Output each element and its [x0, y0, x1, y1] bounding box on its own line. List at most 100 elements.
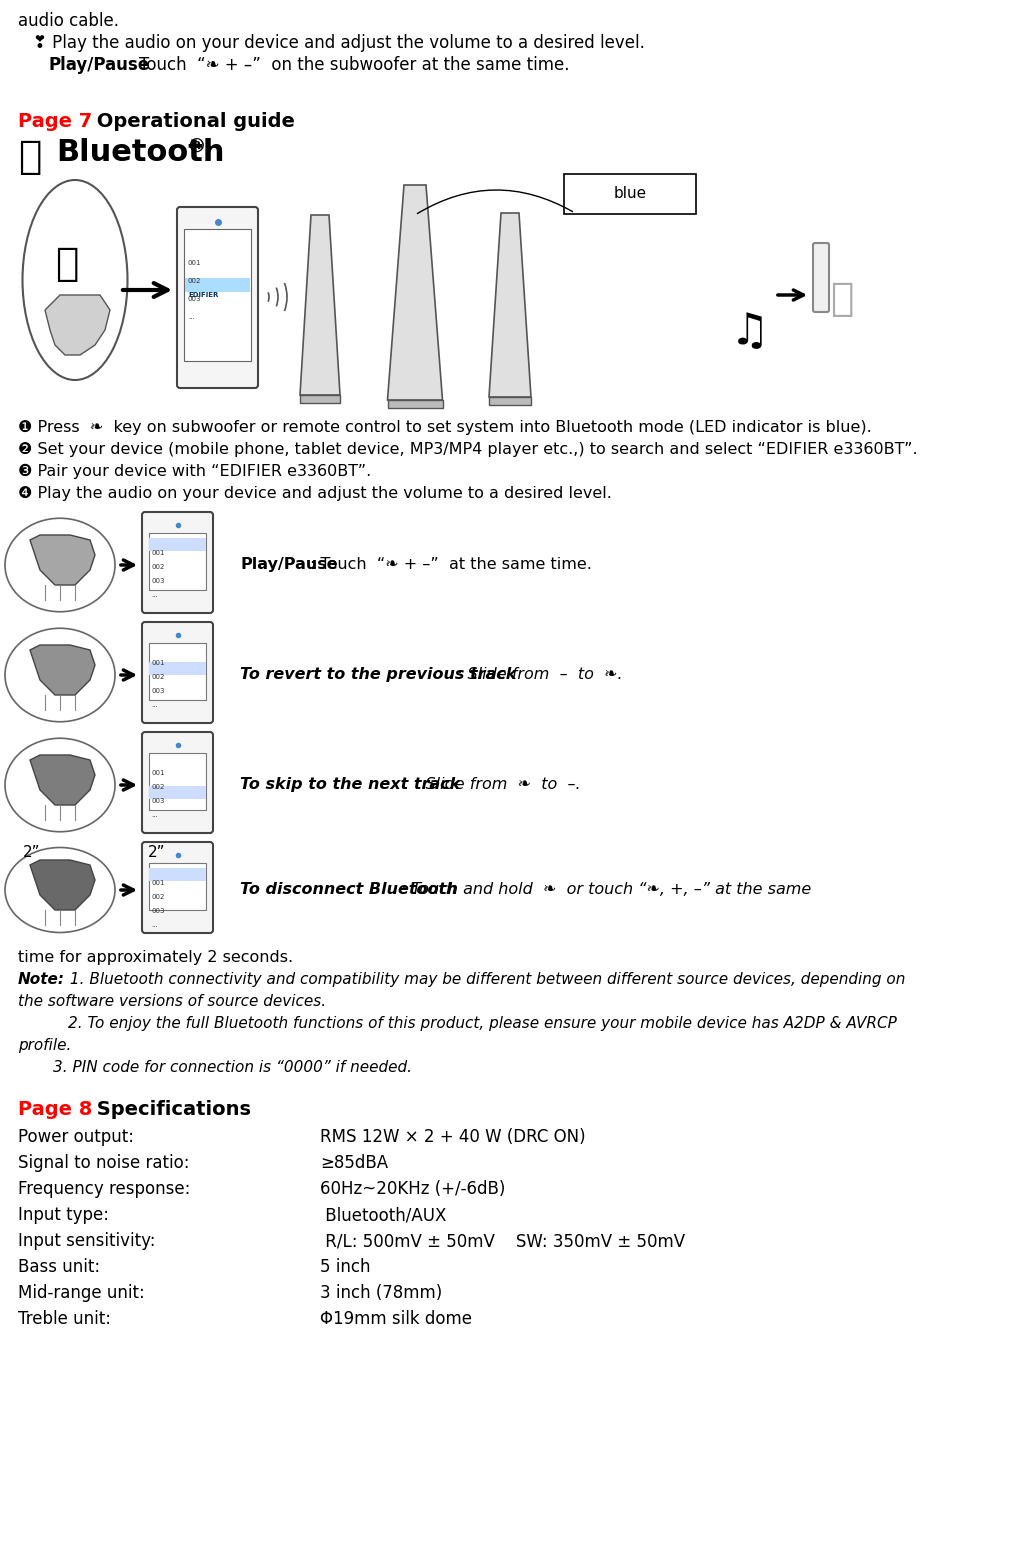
- Text: ...: ...: [151, 701, 157, 708]
- Text: 2”: 2”: [148, 845, 166, 861]
- Text: ♫: ♫: [730, 311, 770, 352]
- Text: Bluetooth/AUX: Bluetooth/AUX: [320, 1207, 446, 1224]
- Text: ❸ Pair your device with “EDIFIER e3360BT”.: ❸ Pair your device with “EDIFIER e3360BT…: [18, 464, 372, 479]
- FancyBboxPatch shape: [489, 397, 531, 405]
- Text: 003: 003: [188, 297, 202, 301]
- Text: 001: 001: [151, 881, 165, 885]
- Text: To skip to the next track: To skip to the next track: [240, 777, 461, 793]
- Text: 001: 001: [151, 550, 165, 556]
- Text: 5 inch: 5 inch: [320, 1258, 371, 1276]
- Text: 001: 001: [151, 769, 165, 776]
- Text: ⦿: ⦿: [18, 138, 41, 176]
- Polygon shape: [45, 295, 110, 355]
- Text: 2”: 2”: [23, 845, 40, 861]
- FancyBboxPatch shape: [185, 278, 250, 292]
- FancyBboxPatch shape: [177, 207, 258, 388]
- Polygon shape: [30, 644, 95, 695]
- FancyBboxPatch shape: [142, 511, 213, 613]
- Text: RMS 12W × 2 + 40 W (DRC ON): RMS 12W × 2 + 40 W (DRC ON): [320, 1128, 586, 1146]
- Text: blue: blue: [614, 187, 647, 201]
- Text: 003: 003: [151, 908, 165, 915]
- Text: profile.: profile.: [18, 1038, 71, 1054]
- Text: ®: ®: [186, 138, 206, 158]
- Text: 003: 003: [151, 799, 165, 803]
- Text: Input sensitivity:: Input sensitivity:: [18, 1231, 155, 1250]
- Text: 002: 002: [151, 674, 165, 680]
- Text: 3. PIN code for connection is “0000” if needed.: 3. PIN code for connection is “0000” if …: [53, 1060, 412, 1075]
- Text: Frequency response:: Frequency response:: [18, 1180, 190, 1197]
- Text: 001: 001: [188, 260, 202, 266]
- Text: Bluetooth: Bluetooth: [56, 138, 225, 167]
- Text: R/L: 500mV ± 50mV    SW: 350mV ± 50mV: R/L: 500mV ± 50mV SW: 350mV ± 50mV: [320, 1231, 685, 1250]
- FancyBboxPatch shape: [149, 786, 206, 799]
- FancyBboxPatch shape: [142, 842, 213, 933]
- Text: ✊: ✊: [830, 280, 854, 318]
- Polygon shape: [30, 535, 95, 586]
- Text: ❣ Play the audio on your device and adjust the volume to a desired level.: ❣ Play the audio on your device and adju…: [33, 34, 645, 53]
- Text: ❷ Set your device (mobile phone, tablet device, MP3/MP4 player etc.,) to search : ❷ Set your device (mobile phone, tablet …: [18, 442, 918, 457]
- FancyBboxPatch shape: [300, 396, 341, 403]
- Text: Specifications: Specifications: [90, 1100, 252, 1119]
- Polygon shape: [489, 213, 531, 397]
- Text: Power output:: Power output:: [18, 1128, 134, 1146]
- Text: ...: ...: [151, 813, 157, 817]
- FancyBboxPatch shape: [149, 533, 206, 590]
- FancyBboxPatch shape: [387, 400, 443, 408]
- Text: 003: 003: [151, 578, 165, 584]
- FancyBboxPatch shape: [142, 623, 213, 723]
- Text: Operational guide: Operational guide: [90, 111, 295, 131]
- FancyBboxPatch shape: [814, 243, 829, 312]
- FancyBboxPatch shape: [564, 175, 696, 215]
- Text: 3 inch (78mm): 3 inch (78mm): [320, 1284, 442, 1302]
- FancyBboxPatch shape: [149, 661, 206, 675]
- Text: 003: 003: [151, 688, 165, 694]
- Text: 60Hz~20KHz (+/-6dB): 60Hz~20KHz (+/-6dB): [320, 1180, 505, 1197]
- Text: Play/Pause: Play/Pause: [48, 56, 149, 74]
- Text: : Touch and hold  ❧  or touch “❧, +, –” at the same: : Touch and hold ❧ or touch “❧, +, –” at…: [401, 882, 811, 898]
- Polygon shape: [30, 756, 95, 805]
- FancyBboxPatch shape: [142, 732, 213, 833]
- FancyBboxPatch shape: [149, 864, 206, 910]
- Text: Bass unit:: Bass unit:: [18, 1258, 100, 1276]
- Text: 002: 002: [151, 564, 165, 570]
- Text: Φ19mm silk dome: Φ19mm silk dome: [320, 1310, 472, 1329]
- Text: Page 8: Page 8: [18, 1100, 92, 1119]
- Text: audio cable.: audio cable.: [18, 12, 119, 29]
- Text: : Slide from  ❧  to  –.: : Slide from ❧ to –.: [415, 777, 581, 793]
- FancyBboxPatch shape: [149, 643, 206, 700]
- Text: ≥85dBA: ≥85dBA: [320, 1154, 388, 1173]
- Text: 002: 002: [188, 278, 202, 284]
- Text: To disconnect Bluetooth: To disconnect Bluetooth: [240, 882, 457, 898]
- Text: Signal to noise ratio:: Signal to noise ratio:: [18, 1154, 189, 1173]
- Polygon shape: [30, 861, 95, 910]
- Text: 001: 001: [151, 660, 165, 666]
- Text: the software versions of source devices.: the software versions of source devices.: [18, 993, 326, 1009]
- FancyBboxPatch shape: [184, 229, 252, 362]
- Text: Play/Pause: Play/Pause: [240, 558, 337, 572]
- Text: ...: ...: [188, 314, 195, 320]
- Text: Mid-range unit:: Mid-range unit:: [18, 1284, 145, 1302]
- Text: ❶ Press  ❧  key on subwoofer or remote control to set system into Bluetooth mode: ❶ Press ❧ key on subwoofer or remote con…: [18, 420, 871, 436]
- Text: Note:: Note:: [18, 972, 65, 987]
- Polygon shape: [387, 185, 443, 400]
- Text: ⦿: ⦿: [55, 246, 79, 283]
- Text: ...: ...: [151, 922, 157, 929]
- Text: : Slide from  –  to  ❧.: : Slide from – to ❧.: [457, 667, 623, 681]
- Text: Input type:: Input type:: [18, 1207, 109, 1224]
- Text: Treble unit:: Treble unit:: [18, 1310, 111, 1329]
- FancyBboxPatch shape: [149, 868, 206, 881]
- Text: time for approximately 2 seconds.: time for approximately 2 seconds.: [18, 950, 293, 966]
- FancyBboxPatch shape: [149, 538, 206, 552]
- Text: 2. To enjoy the full Bluetooth functions of this product, please ensure your mob: 2. To enjoy the full Bluetooth functions…: [68, 1017, 897, 1031]
- Polygon shape: [300, 215, 341, 396]
- FancyBboxPatch shape: [149, 752, 206, 810]
- Text: : Touch  “❧ + –”  at the same time.: : Touch “❧ + –” at the same time.: [310, 558, 592, 572]
- Text: ...: ...: [151, 592, 157, 598]
- Text: To revert to the previous track: To revert to the previous track: [240, 667, 516, 681]
- Text: 002: 002: [151, 895, 165, 901]
- Text: 002: 002: [151, 783, 165, 789]
- Text: EDIFIER: EDIFIER: [188, 292, 218, 298]
- Text: 1. Bluetooth connectivity and compatibility may be different between different s: 1. Bluetooth connectivity and compatibil…: [65, 972, 906, 987]
- Text: Page 7: Page 7: [18, 111, 92, 131]
- Text: ❹ Play the audio on your device and adjust the volume to a desired level.: ❹ Play the audio on your device and adju…: [18, 487, 612, 501]
